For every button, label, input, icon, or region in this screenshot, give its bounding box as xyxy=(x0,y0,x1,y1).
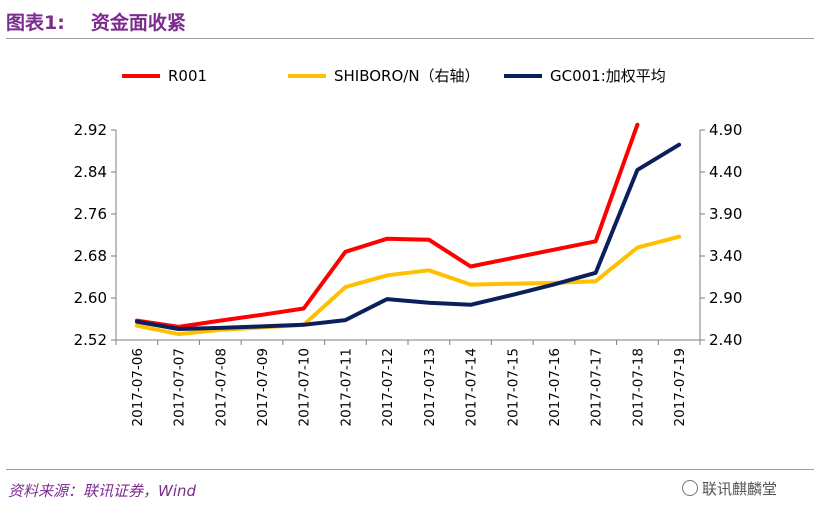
legend-label-1: R001 xyxy=(168,67,207,85)
y-right-tick-label: 4.90 xyxy=(709,121,742,139)
series-line-1 xyxy=(134,122,640,329)
x-tick-label: 2017-07-15 xyxy=(505,348,521,426)
y-left-tick-label: 2.76 xyxy=(74,205,107,223)
line-chart: 2.52 2.60 2.68 2.76 2.84 2.92 2.40 2.90 3.40 3.90… xyxy=(74,67,743,426)
wechat-icon xyxy=(682,480,698,496)
x-tick-label: 2017-07-16 xyxy=(547,348,563,426)
figure-title: 图表1: 资金面收紧 xyxy=(6,8,186,35)
x-tick-label: 2017-07-19 xyxy=(672,348,688,426)
x-tick-label: 2017-07-17 xyxy=(589,348,605,426)
y-left-tick-label: 2.60 xyxy=(74,289,107,307)
x-tick-label: 2017-07-10 xyxy=(297,348,313,426)
figure-number: 图表1: xyxy=(6,12,65,34)
y-right-tick-label: 2.90 xyxy=(709,289,742,307)
legend-label-3: GC001:加权平均 xyxy=(550,67,666,85)
y-right-tick-label: 3.90 xyxy=(709,205,742,223)
x-tick-label: 2017-07-06 xyxy=(130,348,146,426)
series-line-3 xyxy=(134,142,682,331)
y-right-tick-label: 3.40 xyxy=(709,247,742,265)
x-tick-label: 2017-07-11 xyxy=(338,348,354,426)
x-tick-label: 2017-07-12 xyxy=(380,348,396,426)
watermark-text: 联讯麒麟堂 xyxy=(702,480,778,498)
watermark: 联讯麒麟堂 xyxy=(682,478,777,499)
x-tick-label: 2017-07-07 xyxy=(172,348,188,426)
y-right-tick-label: 4.40 xyxy=(709,163,742,181)
x-tick-label: 2017-07-18 xyxy=(630,348,646,426)
y-left-tick-label: 2.84 xyxy=(74,163,107,181)
figure-title-text: 资金面收紧 xyxy=(90,12,186,34)
x-tick-label: 2017-07-14 xyxy=(464,348,480,426)
bottom-divider xyxy=(6,469,814,470)
x-tick-label: 2017-07-08 xyxy=(213,348,229,426)
y-left-tick-label: 2.92 xyxy=(74,121,107,139)
top-divider xyxy=(6,38,814,39)
y-left-tick-label: 2.68 xyxy=(74,247,107,265)
y-right-tick-label: 2.40 xyxy=(709,331,742,349)
legend-label-2: SHIBORO/N（右轴） xyxy=(334,67,480,85)
x-tick-label: 2017-07-13 xyxy=(422,348,438,426)
x-tick-label: 2017-07-09 xyxy=(255,348,271,426)
source-note: 资料来源：联讯证券，Wind xyxy=(8,482,197,500)
y-left-tick-label: 2.52 xyxy=(74,331,107,349)
